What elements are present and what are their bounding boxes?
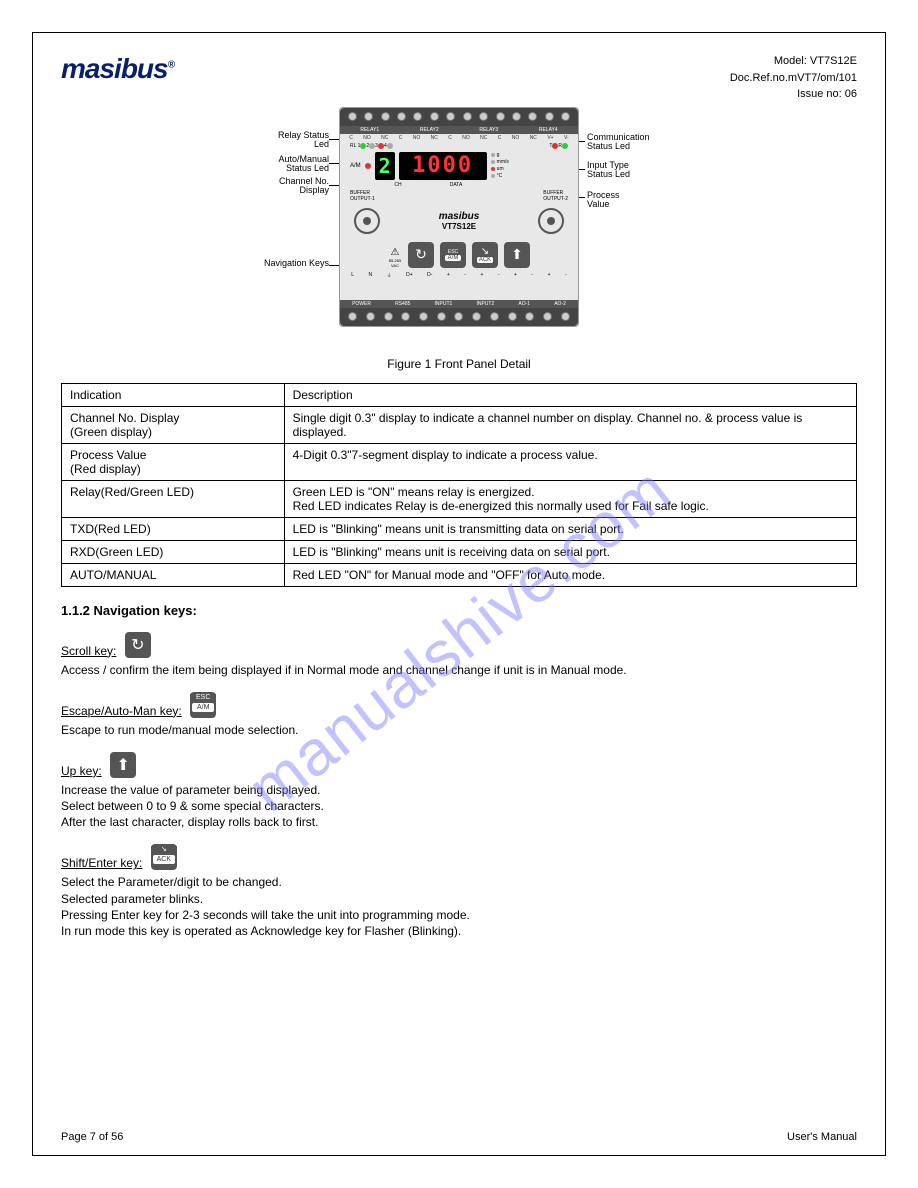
table-cell: TXD(Red LED) xyxy=(62,517,285,540)
issue-no: Issue no: 06 xyxy=(730,86,857,103)
buffer1-label: BUFFEROUTPUT-1 xyxy=(350,190,375,202)
relay-label: RELAY2 xyxy=(420,127,439,133)
table-row: RXD(Green LED)LED is "Blinking" means un… xyxy=(62,540,857,563)
model-line: Model: VT7S12E xyxy=(730,53,857,70)
nav-keys-row: ⚠85-265 VAC ↻ ESCA/M ↘ACK ⬆ xyxy=(340,238,578,272)
bottom-label-bar: POWER RS485 INPUT1 INPUT2 AO-1 AO-2 xyxy=(340,300,578,308)
logo-text: masibus xyxy=(61,53,168,84)
am-label: A/M xyxy=(350,163,361,169)
table-cell: LED is "Blinking" means unit is receivin… xyxy=(284,540,856,563)
key-description: Increase the value of parameter being di… xyxy=(61,782,857,831)
page-footer: Page 7 of 56 User's Manual xyxy=(61,1131,857,1143)
table-row: Process Value(Red display)4-Digit 0.3"7-… xyxy=(62,443,857,480)
header: masibus® Model: VT7S12E Doc.Ref.no.mVT7/… xyxy=(61,53,857,103)
unit-indicators: g mm/s um °C xyxy=(491,152,509,179)
relay-label: RELAY1 xyxy=(360,127,379,133)
table-cell: Red LED "ON" for Manual mode and "OFF" f… xyxy=(284,563,856,586)
table-cell: 4-Digit 0.3"7-segment display to indicat… xyxy=(284,443,856,480)
relay-label: RELAY4 xyxy=(539,127,558,133)
callout-relay-status: Relay StatusLed xyxy=(209,131,329,151)
section-title: 1.1.2 Navigation keys: xyxy=(61,603,857,618)
key-item-up: Up key: ⬆ xyxy=(61,752,857,778)
doc-meta: Model: VT7S12E Doc.Ref.no.mVT7/om/101 Is… xyxy=(730,53,857,103)
key-label: Escape/Auto-Man key: xyxy=(61,704,182,718)
table-cell: RXD(Green LED) xyxy=(62,540,285,563)
key-description: Access / confirm the item being displaye… xyxy=(61,662,857,678)
callout-comm-status: CommunicationStatus Led xyxy=(587,133,650,153)
key-item-scroll: Scroll key: ↻ xyxy=(61,632,857,658)
logo-reg: ® xyxy=(168,60,174,71)
buffer2-label: BUFFEROUTPUT-2 xyxy=(543,190,568,202)
table-cell: Relay(Red/Green LED) xyxy=(62,480,285,517)
callout-navigation: Navigation Keys xyxy=(209,259,329,269)
figure-caption: Figure 1 Front Panel Detail xyxy=(61,357,857,371)
model-label: masibus VT7S12E xyxy=(439,211,480,231)
am-led xyxy=(365,163,371,169)
scroll-key[interactable]: ↻ xyxy=(408,242,434,268)
callout-input-type: Input TypeStatus Led xyxy=(587,161,630,181)
table-cell: Description xyxy=(284,383,856,406)
table-cell: Indication xyxy=(62,383,285,406)
terminal-row-top xyxy=(340,108,578,126)
table-row: Channel No. Display(Green display)Single… xyxy=(62,406,857,443)
bnc-row: masibus VT7S12E xyxy=(340,204,578,238)
esc-am-key[interactable]: ESCA/M xyxy=(440,242,466,268)
table-cell: Green LED is "ON" means relay is energiz… xyxy=(284,480,856,517)
table-cell: Process Value(Red display) xyxy=(62,443,285,480)
table-row: IndicationDescription xyxy=(62,383,857,406)
table-cell: AUTO/MANUAL xyxy=(62,563,285,586)
terminal-row-bottom xyxy=(340,308,578,326)
esc-am-key-icon: ESCA/M xyxy=(190,692,216,718)
key-label: Scroll key: xyxy=(61,644,116,658)
key-item-shift: Shift/Enter key: ↘ACK xyxy=(61,844,857,870)
pin-row-bottom: LN⏚D+D-+-+-+-+- xyxy=(340,272,578,279)
bnc-connector-1 xyxy=(354,208,380,234)
key-description: Escape to run mode/manual mode selection… xyxy=(61,722,857,738)
bnc-connector-2 xyxy=(538,208,564,234)
up-key[interactable]: ⬆ xyxy=(504,242,530,268)
display-row: A/M 2 1000 g mm/s um °C xyxy=(340,150,578,182)
device-panel: RELAY1 RELAY2 RELAY3 RELAY4 CNONCCNONCCN… xyxy=(339,107,579,327)
relay-label-bar: RELAY1 RELAY2 RELAY3 RELAY4 xyxy=(340,126,578,134)
callout-channel-no: Channel No.Display xyxy=(209,177,329,197)
key-item-esc: Escape/Auto-Man key: ESCA/M xyxy=(61,692,857,718)
figure-box: Relay StatusLed Auto/ManualStatus Led Ch… xyxy=(209,107,709,347)
led-row: RL 1 2 3 4 T R xyxy=(340,142,578,150)
footer-title: User's Manual xyxy=(787,1131,857,1143)
key-label: Up key: xyxy=(61,764,102,778)
doc-ref: Doc.Ref.no.mVT7/om/101 xyxy=(730,70,857,87)
page-frame: manualshive.com masibus® Model: VT7S12E … xyxy=(32,32,886,1156)
page-number: Page 7 of 56 xyxy=(61,1131,123,1143)
scroll-key-icon: ↻ xyxy=(125,632,151,658)
indication-table: IndicationDescription Channel No. Displa… xyxy=(61,383,857,587)
up-key-icon: ⬆ xyxy=(110,752,136,778)
table-cell: Single digit 0.3" display to indicate a … xyxy=(284,406,856,443)
table-cell: Channel No. Display(Green display) xyxy=(62,406,285,443)
channel-display: 2 xyxy=(375,152,395,180)
table-row: AUTO/MANUALRed LED "ON" for Manual mode … xyxy=(62,563,857,586)
buffer-labels: BUFFEROUTPUT-1 BUFFEROUTPUT-2 xyxy=(340,188,578,204)
data-display: 1000 xyxy=(399,152,487,180)
table-cell: LED is "Blinking" means unit is transmit… xyxy=(284,517,856,540)
shift-ack-key[interactable]: ↘ACK xyxy=(472,242,498,268)
relay-label: RELAY3 xyxy=(479,127,498,133)
key-description: Select the Parameter/digit to be changed… xyxy=(61,874,857,939)
key-label: Shift/Enter key: xyxy=(61,856,142,870)
table-row: TXD(Red LED)LED is "Blinking" means unit… xyxy=(62,517,857,540)
brand-logo: masibus® xyxy=(61,53,174,85)
callout-auto-manual: Auto/ManualStatus Led xyxy=(209,155,329,175)
callout-process-value: ProcessValue xyxy=(587,191,620,211)
warning-icon: ⚠85-265 VAC xyxy=(388,247,402,268)
shift-ack-key-icon: ↘ACK xyxy=(151,844,177,870)
table-row: Relay(Red/Green LED)Green LED is "ON" me… xyxy=(62,480,857,517)
pin-row-top: CNONCCNONCCNONCCNONCV+V- xyxy=(340,134,578,142)
figure-wrap: Relay StatusLed Auto/ManualStatus Led Ch… xyxy=(61,107,857,347)
